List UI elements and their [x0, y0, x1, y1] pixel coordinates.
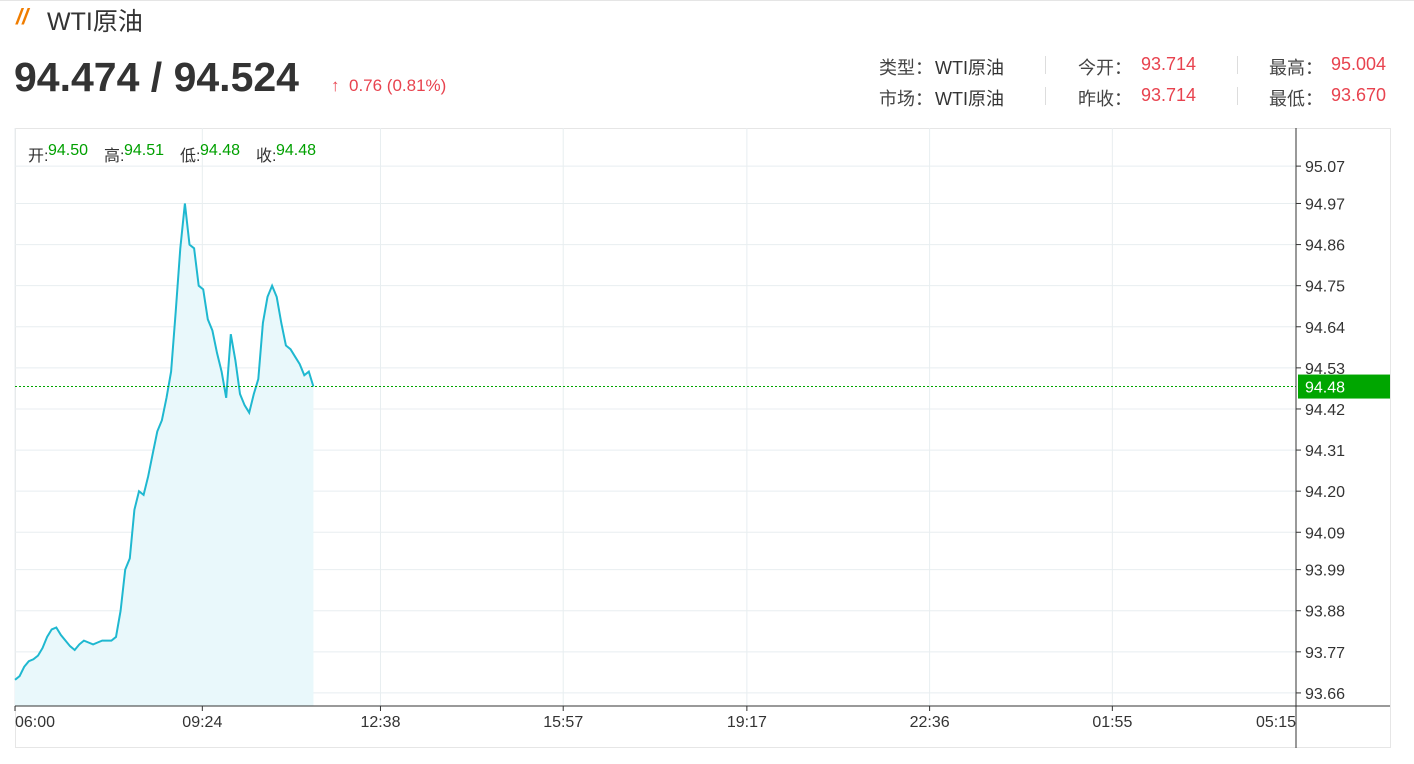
separator — [1237, 87, 1238, 105]
ohlc-value: 94.50 — [48, 142, 89, 159]
info-label: 昨收： — [1078, 89, 1132, 109]
x-tick-label: 22:36 — [910, 714, 950, 731]
ohlc-label: 开: — [28, 148, 49, 165]
ohlc-label: 低: — [180, 148, 201, 165]
ohlc-label: 收: — [256, 148, 277, 165]
y-tick-label: 94.53 — [1305, 361, 1345, 378]
x-tick-label: 01:55 — [1092, 714, 1132, 731]
info-value: 93.714 — [1141, 54, 1197, 74]
ohlc-value: 94.48 — [200, 142, 241, 159]
last-price-label: 94.48 — [1305, 380, 1345, 397]
x-tick-label: 15:57 — [543, 714, 583, 731]
info-label: 今开： — [1078, 58, 1132, 78]
change: 0.76 (0.81%) — [349, 76, 447, 95]
separator — [1045, 87, 1046, 105]
x-tick-label: 05:15 — [1256, 714, 1296, 731]
y-tick-label: 93.77 — [1305, 645, 1345, 662]
ohlc-label: 高: — [104, 148, 125, 165]
info-value: WTI原油 — [935, 89, 1004, 109]
info-label: 类型： — [879, 58, 933, 78]
tab-border — [0, 0, 1414, 1]
y-tick-label: 94.09 — [1305, 525, 1345, 542]
ohlc-value: 94.51 — [124, 142, 165, 159]
x-tick-label: 12:38 — [360, 714, 400, 731]
x-tick-label: 19:17 — [727, 714, 767, 731]
title: WTI原油 — [47, 8, 143, 36]
y-tick-label: 94.31 — [1305, 443, 1345, 460]
y-tick-label: 93.66 — [1305, 686, 1345, 703]
area — [15, 203, 314, 706]
y-tick-label: 94.42 — [1305, 402, 1345, 419]
price: 94.474 / 94.524 — [14, 54, 299, 100]
info-value: 95.004 — [1331, 54, 1387, 74]
info-label: 最低： — [1269, 89, 1323, 109]
last-price-box — [1298, 374, 1390, 399]
chart-frame — [15, 128, 1391, 748]
x-tick-label: 06:00 — [15, 714, 55, 731]
info-value: 93.670 — [1331, 85, 1387, 105]
info-label: 最高： — [1269, 58, 1323, 78]
y-tick-label: 95.07 — [1305, 159, 1345, 176]
up-arrow: ↑ — [331, 76, 340, 95]
y-tick-label: 94.75 — [1305, 279, 1345, 296]
separator — [1237, 56, 1238, 74]
separator — [1045, 56, 1046, 74]
info-value: 93.714 — [1141, 85, 1197, 105]
icon: // — [16, 4, 29, 29]
ohlc-value: 94.48 — [276, 142, 317, 159]
y-tick-label: 94.86 — [1305, 238, 1345, 255]
info-value: WTI原油 — [935, 58, 1004, 78]
y-tick-label: 93.99 — [1305, 563, 1345, 580]
y-tick-label: 94.97 — [1305, 196, 1345, 213]
line — [14, 203, 315, 681]
y-tick-label: 94.64 — [1305, 320, 1345, 337]
x-tick-label: 09:24 — [182, 714, 222, 731]
y-tick-label: 94.20 — [1305, 484, 1345, 501]
y-tick-label: 93.88 — [1305, 604, 1345, 621]
info-label: 市场： — [879, 89, 933, 109]
